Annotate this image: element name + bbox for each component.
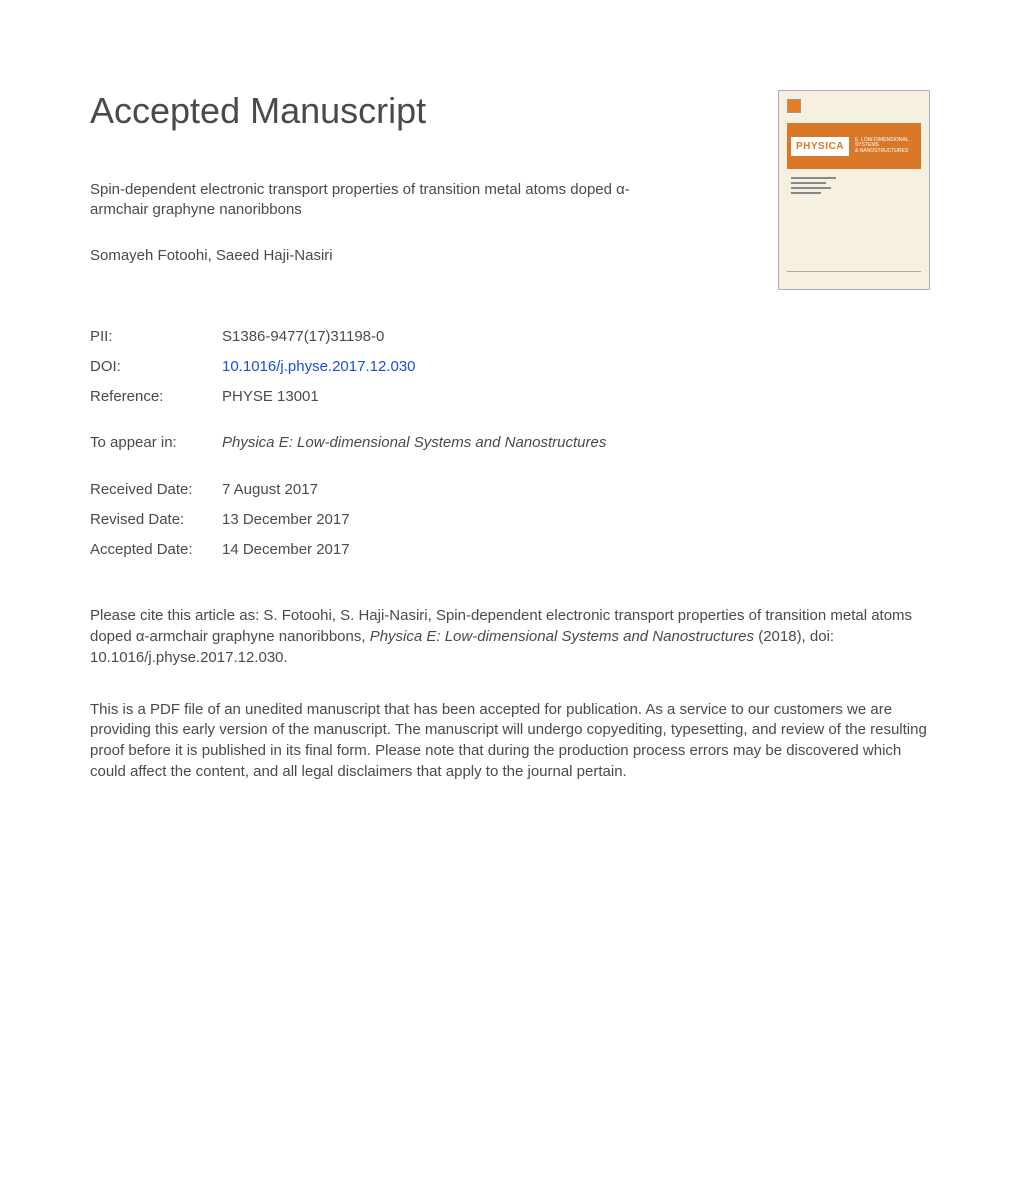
cover-title-band: PHYSICA E LOW-DIMENSIONAL SYSTEMS & NANO… — [787, 123, 921, 169]
cover-subtitle-l1: LOW-DIMENSIONAL SYSTEMS — [855, 137, 908, 149]
cover-footer-line — [787, 271, 921, 281]
accepted-value: 14 December 2017 — [222, 535, 350, 565]
received-label: Received Date: — [90, 475, 222, 505]
cover-subtitle-l2: & NANOSTRUCTURES — [855, 148, 908, 154]
dates-table: Received Date: 7 August 2017 Revised Dat… — [90, 475, 930, 565]
cover-decorative-lines — [791, 177, 841, 197]
reference-label: Reference: — [90, 382, 222, 412]
header-left-column: Accepted Manuscript Spin-dependent elect… — [90, 90, 758, 294]
page-title: Accepted Manuscript — [90, 90, 758, 132]
meta-row-reference: Reference: PHYSE 13001 — [90, 382, 930, 412]
publisher-logo-icon — [787, 99, 801, 113]
date-row-received: Received Date: 7 August 2017 — [90, 475, 930, 505]
to-appear-value: Physica E: Low-dimensional Systems and N… — [222, 434, 606, 451]
doi-label: DOI: — [90, 352, 222, 382]
received-value: 7 August 2017 — [222, 475, 318, 505]
header-section: Accepted Manuscript Spin-dependent elect… — [90, 90, 930, 294]
date-row-accepted: Accepted Date: 14 December 2017 — [90, 535, 930, 565]
metadata-table: PII: S1386-9477(17)31198-0 DOI: 10.1016/… — [90, 322, 930, 412]
journal-cover-thumbnail: PHYSICA E LOW-DIMENSIONAL SYSTEMS & NANO… — [778, 90, 930, 290]
to-appear-label: To appear in: — [90, 434, 222, 451]
to-appear-row: To appear in: Physica E: Low-dimensional… — [90, 434, 930, 451]
authors-line: Somayeh Fotoohi, Saeed Haji-Nasiri — [90, 247, 758, 264]
doi-link[interactable]: 10.1016/j.physe.2017.12.030 — [222, 352, 416, 382]
cover-top-bar — [787, 99, 921, 117]
pii-label: PII: — [90, 322, 222, 352]
revised-value: 13 December 2017 — [222, 505, 350, 535]
date-row-revised: Revised Date: 13 December 2017 — [90, 505, 930, 535]
pii-value: S1386-9477(17)31198-0 — [222, 322, 384, 352]
cover-physica-label: PHYSICA — [791, 137, 849, 156]
meta-row-pii: PII: S1386-9477(17)31198-0 — [90, 322, 930, 352]
reference-value: PHYSE 13001 — [222, 382, 319, 412]
revised-label: Revised Date: — [90, 505, 222, 535]
meta-row-doi: DOI: 10.1016/j.physe.2017.12.030 — [90, 352, 930, 382]
citation-paragraph: Please cite this article as: S. Fotoohi,… — [90, 605, 930, 668]
article-title: Spin-dependent electronic transport prop… — [90, 180, 670, 221]
citation-journal: Physica E: Low-dimensional Systems and N… — [370, 628, 754, 645]
cover-subtitle: E LOW-DIMENSIONAL SYSTEMS & NANOSTRUCTUR… — [855, 138, 917, 155]
disclaimer-paragraph: This is a PDF file of an unedited manusc… — [90, 700, 930, 783]
accepted-label: Accepted Date: — [90, 535, 222, 565]
